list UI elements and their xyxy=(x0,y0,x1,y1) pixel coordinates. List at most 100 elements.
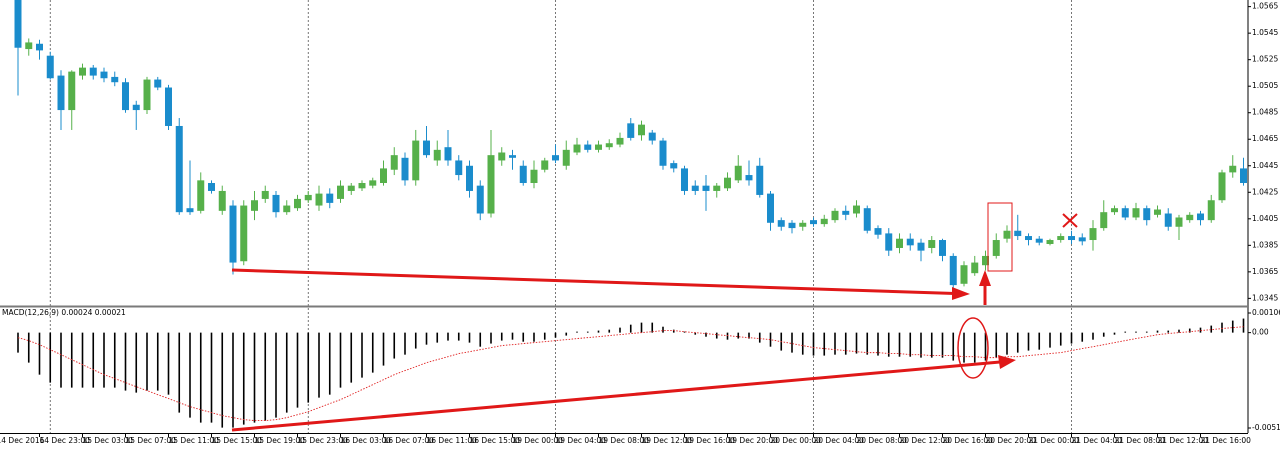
x-tick-label: 15 Dec 23:00 xyxy=(298,436,349,445)
candle-body xyxy=(777,220,785,227)
candle-body xyxy=(906,238,914,246)
candle-body xyxy=(46,55,54,79)
candle-body xyxy=(648,132,656,141)
arrow-head xyxy=(998,355,1016,369)
candle-body xyxy=(25,42,33,50)
x-tick-label: 14 Dec 23:00 xyxy=(40,436,91,445)
x-tick-label: 20 Dec 08:00 xyxy=(857,436,908,445)
candle-body xyxy=(595,144,602,150)
stop-cross xyxy=(1062,213,1078,228)
candle-body xyxy=(1132,208,1140,218)
candle-body xyxy=(1046,240,1054,244)
candle-body xyxy=(444,147,452,161)
x-tick-label: 19 Dec 20:00 xyxy=(728,436,779,445)
candle-body xyxy=(111,76,119,83)
candle-body xyxy=(390,155,398,170)
candle-body xyxy=(369,180,377,186)
candle-body xyxy=(756,165,764,195)
candle-body xyxy=(885,233,893,251)
candle-body xyxy=(982,255,989,266)
signal-line xyxy=(17,326,1244,422)
x-tick-label: 16 Dec 03:00 xyxy=(341,436,392,445)
candle-body xyxy=(347,185,355,191)
candle-body xyxy=(1207,200,1215,221)
x-tick-label: 20 Dec 20:00 xyxy=(986,436,1037,445)
candle-body xyxy=(928,240,936,248)
candle-body xyxy=(36,43,43,51)
candle-body xyxy=(154,79,162,88)
divergence-arrow-price xyxy=(231,268,956,295)
x-tick-label: 19 Dec 16:00 xyxy=(685,436,736,445)
y-tick-label: 1.0565 xyxy=(1252,2,1278,11)
candle-body xyxy=(165,87,172,126)
y-tick-label: -0.00515 xyxy=(1252,423,1280,432)
x-tick-label: 19 Dec 04:00 xyxy=(556,436,607,445)
candle-body xyxy=(122,82,129,111)
annotations xyxy=(231,202,1078,432)
x-tick-label: 21 Dec 16:00 xyxy=(1201,436,1252,445)
candle-body xyxy=(132,104,140,111)
x-tick-label: 21 Dec 08:00 xyxy=(1115,436,1166,445)
candle-body xyxy=(487,155,495,214)
candle-body xyxy=(584,144,592,150)
candle-body xyxy=(702,185,710,191)
candle-body xyxy=(810,220,817,225)
x-tick-label: 15 Dec 11:00 xyxy=(169,436,220,445)
y-tick-label: 1.0425 xyxy=(1252,187,1278,196)
candle-body xyxy=(949,255,957,286)
y-tick-label: 1.0525 xyxy=(1252,55,1278,64)
candle-body xyxy=(1014,230,1022,237)
x-tick-label: 15 Dec 03:00 xyxy=(83,436,134,445)
x-tick-label: 15 Dec 07:00 xyxy=(126,436,177,445)
candle-body xyxy=(208,183,215,191)
candle-body xyxy=(1025,236,1032,241)
candle-body xyxy=(820,218,828,225)
candle-body xyxy=(423,140,430,156)
candle-body xyxy=(627,123,635,138)
arrow-head xyxy=(952,287,970,300)
candle-body xyxy=(1197,213,1204,221)
candle-body xyxy=(89,67,97,76)
candle-body xyxy=(1164,213,1172,227)
candle-body xyxy=(896,238,903,248)
arrow-head xyxy=(979,270,991,286)
entry-box xyxy=(987,202,1013,272)
y-tick-label: 1.0345 xyxy=(1252,293,1278,302)
candle-body xyxy=(218,190,226,211)
candle-body xyxy=(240,205,248,262)
candle-body xyxy=(562,149,570,166)
candle-body xyxy=(1111,208,1118,213)
x-tick-label: 21 Dec 04:00 xyxy=(1072,436,1123,445)
candle-body xyxy=(1035,238,1043,243)
candle-body xyxy=(767,193,774,223)
candle-body xyxy=(842,210,850,215)
candle-body xyxy=(68,71,76,111)
y-tick-label: 1.0545 xyxy=(1252,28,1278,37)
candle-body xyxy=(412,140,420,181)
x-tick-label: 14 Dec 2016 xyxy=(0,436,45,445)
candle-body xyxy=(799,222,807,227)
y-tick-label: 1.0485 xyxy=(1252,108,1278,117)
candle-body xyxy=(552,155,559,161)
frame xyxy=(0,0,1249,434)
divergence-arrow-macd xyxy=(231,360,1001,432)
candle-body xyxy=(541,160,549,170)
candle-body xyxy=(186,208,194,213)
candle-body xyxy=(358,183,366,189)
x-tick-label: 19 Dec 12:00 xyxy=(642,436,693,445)
candle-body xyxy=(960,265,968,284)
candle-body xyxy=(175,125,183,213)
candle-body xyxy=(724,177,731,189)
candle-body xyxy=(14,0,22,48)
candle-body xyxy=(229,205,237,263)
candle-body xyxy=(788,222,796,229)
candle-body xyxy=(251,200,258,211)
y-tick-label: 1.0365 xyxy=(1252,267,1278,276)
candle-body xyxy=(1003,230,1011,239)
x-tick-label: 16 Dec 07:00 xyxy=(384,436,435,445)
x-tick-label: 19 Dec 08:00 xyxy=(599,436,650,445)
candle-body xyxy=(1154,209,1161,215)
candle-body xyxy=(1068,236,1075,241)
